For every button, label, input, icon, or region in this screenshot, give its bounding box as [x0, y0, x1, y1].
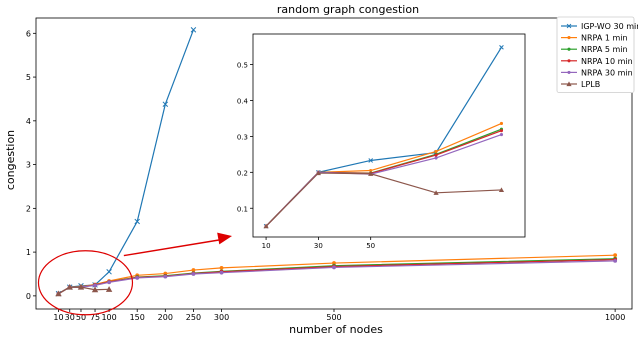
main-point-nrpa-30-min [135, 276, 140, 280]
legend-label: IGP-WO 30 min [581, 22, 638, 31]
main-y-tick-label: 6 [26, 29, 31, 38]
main-x-tick-label: 300 [214, 313, 229, 322]
zoom-arrow-head [217, 232, 232, 245]
zoom-arrow-line [123, 238, 223, 257]
main-point-nrpa-1-min [613, 253, 618, 258]
main-point-lplb [55, 290, 62, 297]
main-point-nrpa-30-min [613, 258, 618, 263]
main-point-nrpa-30-min [163, 274, 168, 279]
legend-marker [567, 47, 571, 51]
legend: IGP-WO 30 min NRPA 1 min NRPA 5 min NRPA 10… [556, 16, 638, 93]
main-point-nrpa-1-min [332, 261, 336, 265]
main-point-lplb [91, 286, 99, 293]
legend-entry-lplb: LPLB [561, 80, 600, 89]
inset-y-tick-label: 0.3 [237, 133, 248, 141]
inset-plot: 10 30 50 0.1 0.2 0.3 0.4 0.5 [237, 33, 526, 250]
main-x-tick-label: 50 [76, 313, 86, 322]
legend-entry-nrpa-30-min: NRPA 30 min [561, 68, 633, 77]
inset-y-tick-label: 0.4 [237, 97, 249, 105]
legend-entry-nrpa-5-min: NRPA 5 min [561, 45, 628, 54]
main-x-tick-label: 30 [65, 313, 75, 322]
inset-y-tick-label: 0.2 [237, 169, 248, 177]
main-x-tick-label: 1000 [605, 313, 625, 322]
main-x-tick-label: 250 [186, 313, 201, 322]
legend-label: LPLB [581, 80, 600, 89]
inset-point-nrpa-30-min [499, 133, 504, 137]
legend-marker [566, 81, 572, 87]
main-point-nrpa-30-min [332, 265, 336, 270]
legend-entry-nrpa-1-min: NRPA 1 min [561, 34, 628, 43]
inset-point-lplb [263, 223, 269, 229]
main-point-igp-wo-30-min [162, 101, 169, 107]
inset-x-tick-label: 10 [262, 242, 271, 250]
inset-point-lplb [433, 190, 439, 195]
inset-frame [252, 33, 526, 238]
inset-point-nrpa-1-min [499, 121, 504, 126]
main-y-tick-label: 4 [26, 117, 31, 126]
inset-point-lplb [498, 187, 505, 193]
main-point-igp-wo-30-min [134, 218, 140, 225]
chart-title: random graph congestion [277, 3, 419, 16]
main-point-lplb [105, 286, 113, 292]
inset-point-nrpa-1-min [434, 149, 438, 154]
legend-label: NRPA 1 min [581, 34, 628, 43]
inset-point-nrpa-10-min [434, 153, 438, 157]
main-point-nrpa-30-min [191, 272, 196, 276]
main-point-igp-wo-30-min [190, 27, 197, 33]
main-y-tick-label: 1 [26, 248, 31, 257]
main-point-igp-wo-30-min [106, 269, 112, 275]
inset-series-lplb [263, 170, 505, 229]
main-y-tick-label: 2 [26, 204, 31, 213]
inset-y-tick-label: 0.5 [237, 62, 248, 70]
highlight-annotation [37, 232, 232, 316]
legend-label: NRPA 30 min [581, 68, 633, 77]
inset-point-nrpa-1-min [369, 168, 373, 173]
inset-x-tick-label: 30 [314, 242, 323, 250]
main-x-tick-label: 10 [53, 313, 63, 322]
legend-box [556, 16, 635, 93]
inset-x-tick-label: 50 [366, 242, 375, 250]
main-y-tick-label: 0 [26, 292, 31, 301]
main-y-tick-label: 5 [26, 73, 31, 82]
x-axis-label: number of nodes [289, 323, 383, 336]
inset-point-nrpa-30-min [434, 156, 438, 160]
main-y-tick-label: 3 [26, 161, 31, 170]
main-point-nrpa-1-min [219, 265, 224, 270]
highlight-ellipse [37, 250, 134, 316]
y-axis-label: congestion [4, 130, 17, 190]
inset-point-igp-wo-30-min [499, 44, 504, 50]
main-x-tick-label: 200 [158, 313, 173, 322]
legend-label: NRPA 10 min [581, 57, 633, 66]
main-point-nrpa-30-min [93, 283, 97, 288]
main-x-tick-label: 100 [101, 313, 116, 322]
main-x-tick-label: 500 [326, 313, 341, 322]
legend-marker [567, 70, 571, 74]
inset-point-igp-wo-30-min [368, 158, 373, 163]
main-x-tick-label: 75 [90, 313, 100, 322]
main-point-nrpa-30-min [219, 270, 224, 275]
main-point-nrpa-30-min [107, 280, 112, 285]
legend-marker [566, 23, 572, 29]
inset-y-tick-label: 0.1 [237, 205, 248, 213]
legend-marker [567, 59, 571, 63]
main-x-tick-label: 150 [130, 313, 145, 322]
legend-entry-igp-wo-30-min: IGP-WO 30 min [561, 22, 638, 31]
legend-label: NRPA 5 min [581, 45, 628, 54]
inset-point-lplb [368, 171, 374, 176]
main-point-lplb [77, 283, 85, 290]
main-series-lplb [55, 283, 113, 297]
legend-entry-nrpa-10-min: NRPA 10 min [561, 57, 633, 66]
main-point-nrpa-1-min [191, 268, 196, 272]
inset-point-lplb [315, 170, 321, 176]
main-point-lplb [66, 283, 73, 290]
legend-marker [567, 36, 571, 40]
inset-point-nrpa-10-min [499, 129, 504, 133]
